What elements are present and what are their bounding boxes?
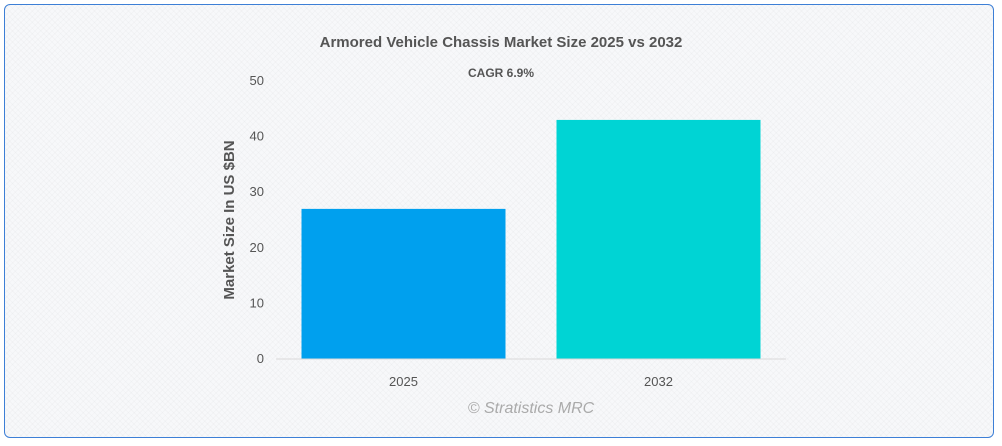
bar-2032[interactable]: [556, 119, 761, 359]
y-tick-label: 0: [257, 351, 264, 366]
watermark-text: © Stratistics MRC: [468, 400, 595, 417]
y-axis-label: Market Size In US $BN: [221, 140, 238, 299]
x-axis: 2025 2032: [389, 374, 673, 389]
y-tick-label: 30: [250, 184, 264, 199]
x-tick-label: 2025: [389, 374, 418, 389]
y-tick-label: 40: [250, 129, 264, 144]
chart-title: Armored Vehicle Chassis Market Size 2025…: [320, 34, 683, 51]
y-tick-label: 10: [250, 295, 264, 310]
y-tick-label: 50: [250, 73, 264, 88]
bars-group: [301, 119, 761, 359]
bar-2025[interactable]: [301, 208, 506, 359]
chart-subtitle: CAGR 6.9%: [468, 66, 534, 80]
x-tick-label: 2032: [644, 374, 673, 389]
y-axis: 0 10 20 30 40 50: [250, 73, 264, 366]
y-tick-label: 20: [250, 240, 264, 255]
